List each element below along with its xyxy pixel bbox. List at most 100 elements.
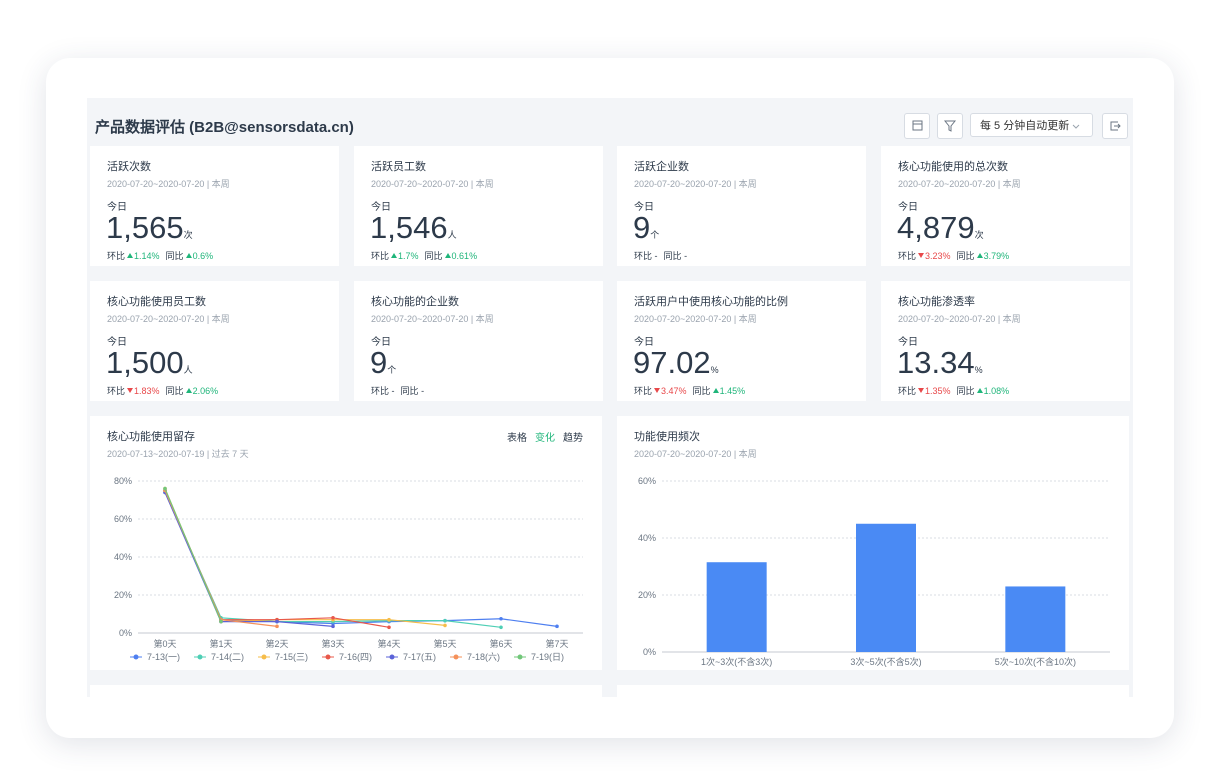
legend-dot	[453, 654, 459, 660]
legend-label: 7-17(五)	[403, 652, 436, 662]
view-tab[interactable]: 变化	[535, 433, 555, 444]
x-tick-label: 第0天	[153, 638, 176, 649]
card-period: 今日	[107, 337, 127, 348]
legend-dot	[133, 654, 139, 660]
x-tick-label: 第5天	[433, 638, 456, 649]
view-tab[interactable]: 趋势	[563, 433, 583, 444]
trend-arrow	[127, 388, 134, 393]
kpi-card: 核心功能使用员工数 2020-07-20~2020-07-20 | 本周 今日 1,5…	[90, 281, 339, 401]
card-value: 4,879	[897, 210, 975, 245]
card-value-row: 97.02%	[633, 345, 719, 381]
card-compare: 环比 1.35% 同比 1.08%	[898, 384, 1015, 397]
compare-item: 环比 -	[371, 386, 395, 396]
card-unit: 个	[387, 365, 397, 375]
legend-label: 7-16(四)	[339, 652, 372, 662]
compare-item: 同比 3.79%	[957, 251, 1010, 261]
compare-label: 环比	[107, 251, 126, 261]
data-point	[443, 623, 447, 628]
card-value: 13.34	[897, 345, 975, 380]
chart-date: 2020-07-13~2020-07-19 | 过去 7 天	[107, 449, 249, 459]
card-value: 1,546	[370, 210, 448, 245]
compare-item: 环比 -	[634, 251, 658, 261]
compare-label: 同比	[956, 386, 975, 396]
card-unit: 次	[974, 230, 984, 240]
view-tab[interactable]: 表格	[507, 433, 527, 444]
compare-label: 同比	[165, 386, 184, 396]
calendar-button[interactable]	[904, 113, 930, 139]
data-point	[275, 624, 279, 629]
compare-label: 同比	[400, 386, 419, 396]
data-point	[499, 625, 503, 630]
series-line	[164, 492, 334, 627]
compare-item: 同比 2.06%	[166, 386, 219, 396]
chart: 0% 20% 40% 60% 80% 第0天 第1天 第2天 第3天 第4天 第5天 第6天 第7天 7-…	[114, 476, 583, 662]
compare-value: 1.08%	[983, 386, 1010, 396]
filter-icon	[943, 120, 957, 132]
card-unit: %	[710, 365, 719, 375]
y-tick-label: 60%	[114, 514, 132, 524]
refresh-dropdown[interactable]: 每 5 分钟自动更新	[970, 113, 1093, 137]
chart-card: 核心功能使用留存 2020-07-13~2020-07-19 | 过去 7 天 0%…	[90, 416, 602, 670]
card-title: 活跃员工数	[371, 161, 426, 173]
x-tick-label: 第2天	[265, 638, 288, 649]
view-tabs: 表格 变化 趋势	[499, 429, 583, 444]
caret	[1072, 124, 1080, 129]
trend-arrow	[185, 253, 192, 258]
card-compare: 环比 1.14% 同比 0.6%	[107, 249, 219, 262]
card-date: 2020-07-20~2020-07-20 | 本周	[107, 314, 230, 324]
legend-label: 7-19(日)	[531, 652, 564, 662]
data-point	[387, 625, 391, 630]
y-tick-label: 0%	[643, 647, 656, 657]
compare-item: 同比 -	[401, 386, 425, 396]
card-unit: 人	[183, 365, 193, 375]
export-button[interactable]	[1102, 113, 1128, 139]
card-period: 今日	[898, 337, 918, 348]
compare-value: 1.45%	[719, 386, 746, 396]
x-tick-label: 第1天	[209, 638, 232, 649]
data-point	[331, 624, 335, 629]
card-value: 1,565	[106, 210, 184, 245]
compare-item: 同比 -	[664, 251, 688, 261]
legend-dot	[261, 654, 267, 660]
filter-button[interactable]	[937, 113, 963, 139]
kpi-card: 核心功能渗透率 2020-07-20~2020-07-20 | 本周 今日 13.34…	[881, 281, 1130, 401]
card-date: 2020-07-20~2020-07-20 | 本周	[371, 314, 494, 324]
card-date: 2020-07-20~2020-07-20 | 本周	[634, 179, 757, 189]
compare-value: -	[684, 251, 688, 261]
card-title: 活跃用户中使用核心功能的比例	[634, 296, 788, 308]
card-value-row: 9个	[370, 345, 396, 381]
data-point	[443, 618, 447, 623]
card-title: 活跃次数	[107, 161, 151, 173]
chart-title: 核心功能使用留存	[107, 431, 195, 443]
compare-value: 2.06%	[192, 386, 219, 396]
trend-arrow	[976, 253, 983, 258]
compare-value: 3.79%	[983, 251, 1010, 261]
card-value: 9	[633, 210, 651, 245]
compare-item: 环比 1.14%	[107, 251, 160, 261]
compare-value: 3.23%	[925, 251, 951, 261]
compare-value: 1.14%	[134, 251, 160, 261]
card-value-row: 1,500人	[106, 345, 193, 381]
y-tick-label: 40%	[638, 533, 656, 543]
x-tick-label: 第6天	[489, 638, 512, 649]
card-unit: 次	[183, 230, 193, 240]
compare-item: 环比 1.35%	[898, 386, 951, 396]
bar	[856, 523, 916, 652]
series-line	[164, 488, 222, 622]
export-icon	[1110, 121, 1121, 131]
trend-arrow	[918, 253, 925, 258]
data-point	[331, 616, 335, 620]
legend-label: 7-14(二)	[211, 652, 244, 662]
card-period: 今日	[898, 202, 918, 213]
dashboard-title: 产品数据评估 (B2B@sensorsdata.cn)	[95, 119, 354, 136]
chart-title: 功能使用频次	[634, 431, 700, 443]
card-value: 1,500	[106, 345, 184, 380]
kpi-card: 核心功能的企业数 2020-07-20~2020-07-20 | 本周 今日 9个 环比…	[354, 281, 603, 401]
compare-item: 环比 1.7%	[371, 251, 419, 261]
card-date: 2020-07-20~2020-07-20 | 本周	[898, 179, 1021, 189]
card-period: 今日	[371, 202, 391, 213]
compare-item: 环比 1.83%	[107, 386, 160, 396]
card-compare: 环比 1.83% 同比 2.06%	[107, 384, 224, 397]
compare-item: 同比 0.61%	[425, 251, 478, 261]
compare-label: 同比	[692, 386, 711, 396]
